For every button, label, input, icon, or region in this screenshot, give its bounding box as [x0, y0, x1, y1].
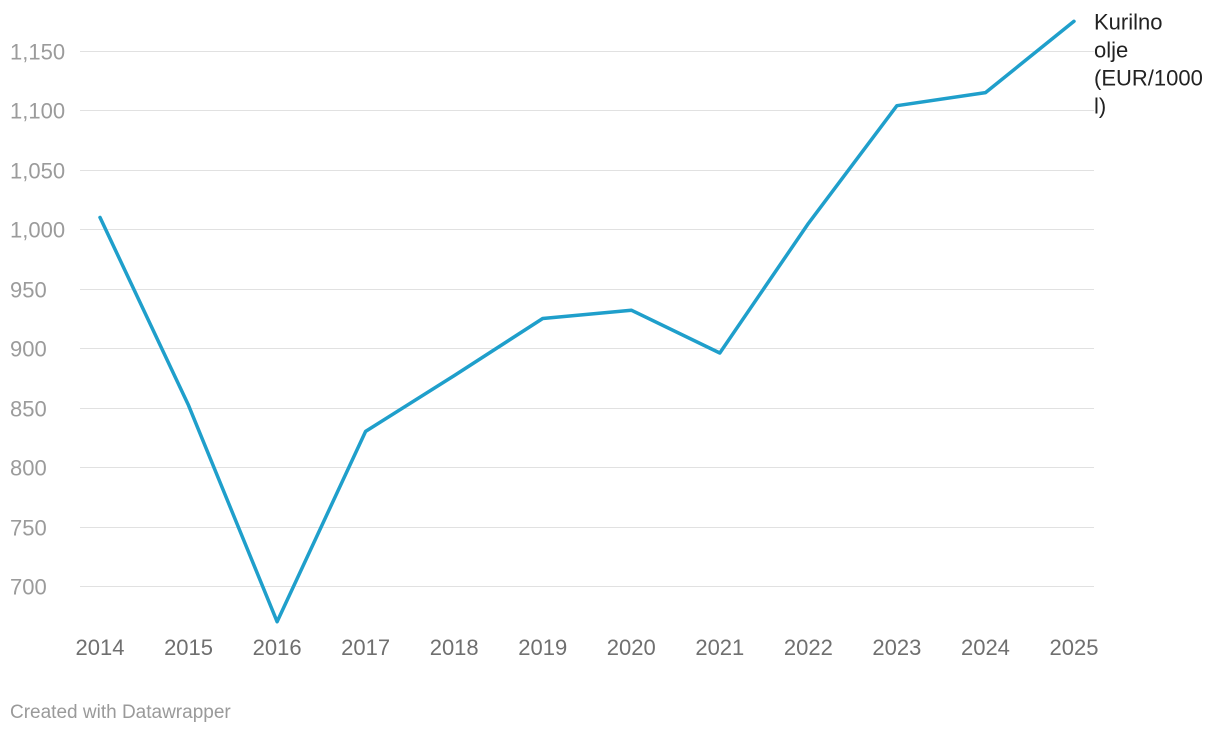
gridlines	[80, 51, 1094, 587]
data-point	[98, 215, 102, 219]
y-tick-label: 950	[10, 278, 47, 303]
data-point	[541, 317, 545, 321]
series-label-line: olje	[1094, 37, 1128, 62]
x-tick-label: 2022	[784, 635, 833, 660]
data-point	[806, 221, 810, 225]
x-tick-label: 2025	[1050, 635, 1099, 660]
series-label: Kurilno olje (EUR/1000 l)	[1094, 9, 1203, 118]
series-layer	[98, 19, 1076, 624]
y-tick-label: 1,150	[10, 40, 65, 65]
y-tick-label: 850	[10, 397, 47, 422]
y-axis-tick-labels: 700 750 800 850 900 950 1,000 1,050 1,100 1,150	[10, 40, 65, 600]
x-tick-label: 2021	[695, 635, 744, 660]
data-point	[452, 374, 456, 378]
series-line	[98, 19, 1076, 624]
series-label-text: Kurilno olje (EUR/1000 l)	[1094, 9, 1203, 118]
y-tick-label: 1,050	[10, 159, 65, 184]
x-tick-label: 2015	[164, 635, 213, 660]
x-tick-label: 2017	[341, 635, 390, 660]
y-tick-label: 1,100	[10, 99, 65, 124]
data-point	[629, 308, 633, 312]
y-tick-label: 900	[10, 337, 47, 362]
credit-text: Created with Datawrapper	[10, 702, 231, 723]
series-label-line: l)	[1094, 93, 1106, 118]
data-point	[275, 620, 279, 624]
x-tick-label: 2020	[607, 635, 656, 660]
x-tick-label: 2016	[253, 635, 302, 660]
x-tick-label: 2024	[961, 635, 1010, 660]
y-tick-label: 750	[10, 516, 47, 541]
series-label-line: (EUR/1000	[1094, 65, 1203, 90]
data-point	[718, 351, 722, 355]
x-axis-tick-labels: 2014 2015 2016 2017 2018 2019 2020 2021 2022 2023…	[76, 635, 1099, 660]
data-point	[895, 104, 899, 108]
y-tick-label: 700	[10, 575, 47, 600]
x-tick-label: 2023	[872, 635, 921, 660]
series-label-line: Kurilno	[1094, 9, 1162, 34]
y-tick-label: 800	[10, 456, 47, 481]
data-point	[983, 91, 987, 95]
x-tick-label: 2014	[76, 635, 125, 660]
data-point	[364, 429, 368, 433]
y-tick-label: 1,000	[10, 218, 65, 243]
data-point	[187, 403, 191, 407]
x-tick-label: 2018	[430, 635, 479, 660]
data-point	[1072, 19, 1076, 23]
x-tick-label: 2019	[518, 635, 567, 660]
